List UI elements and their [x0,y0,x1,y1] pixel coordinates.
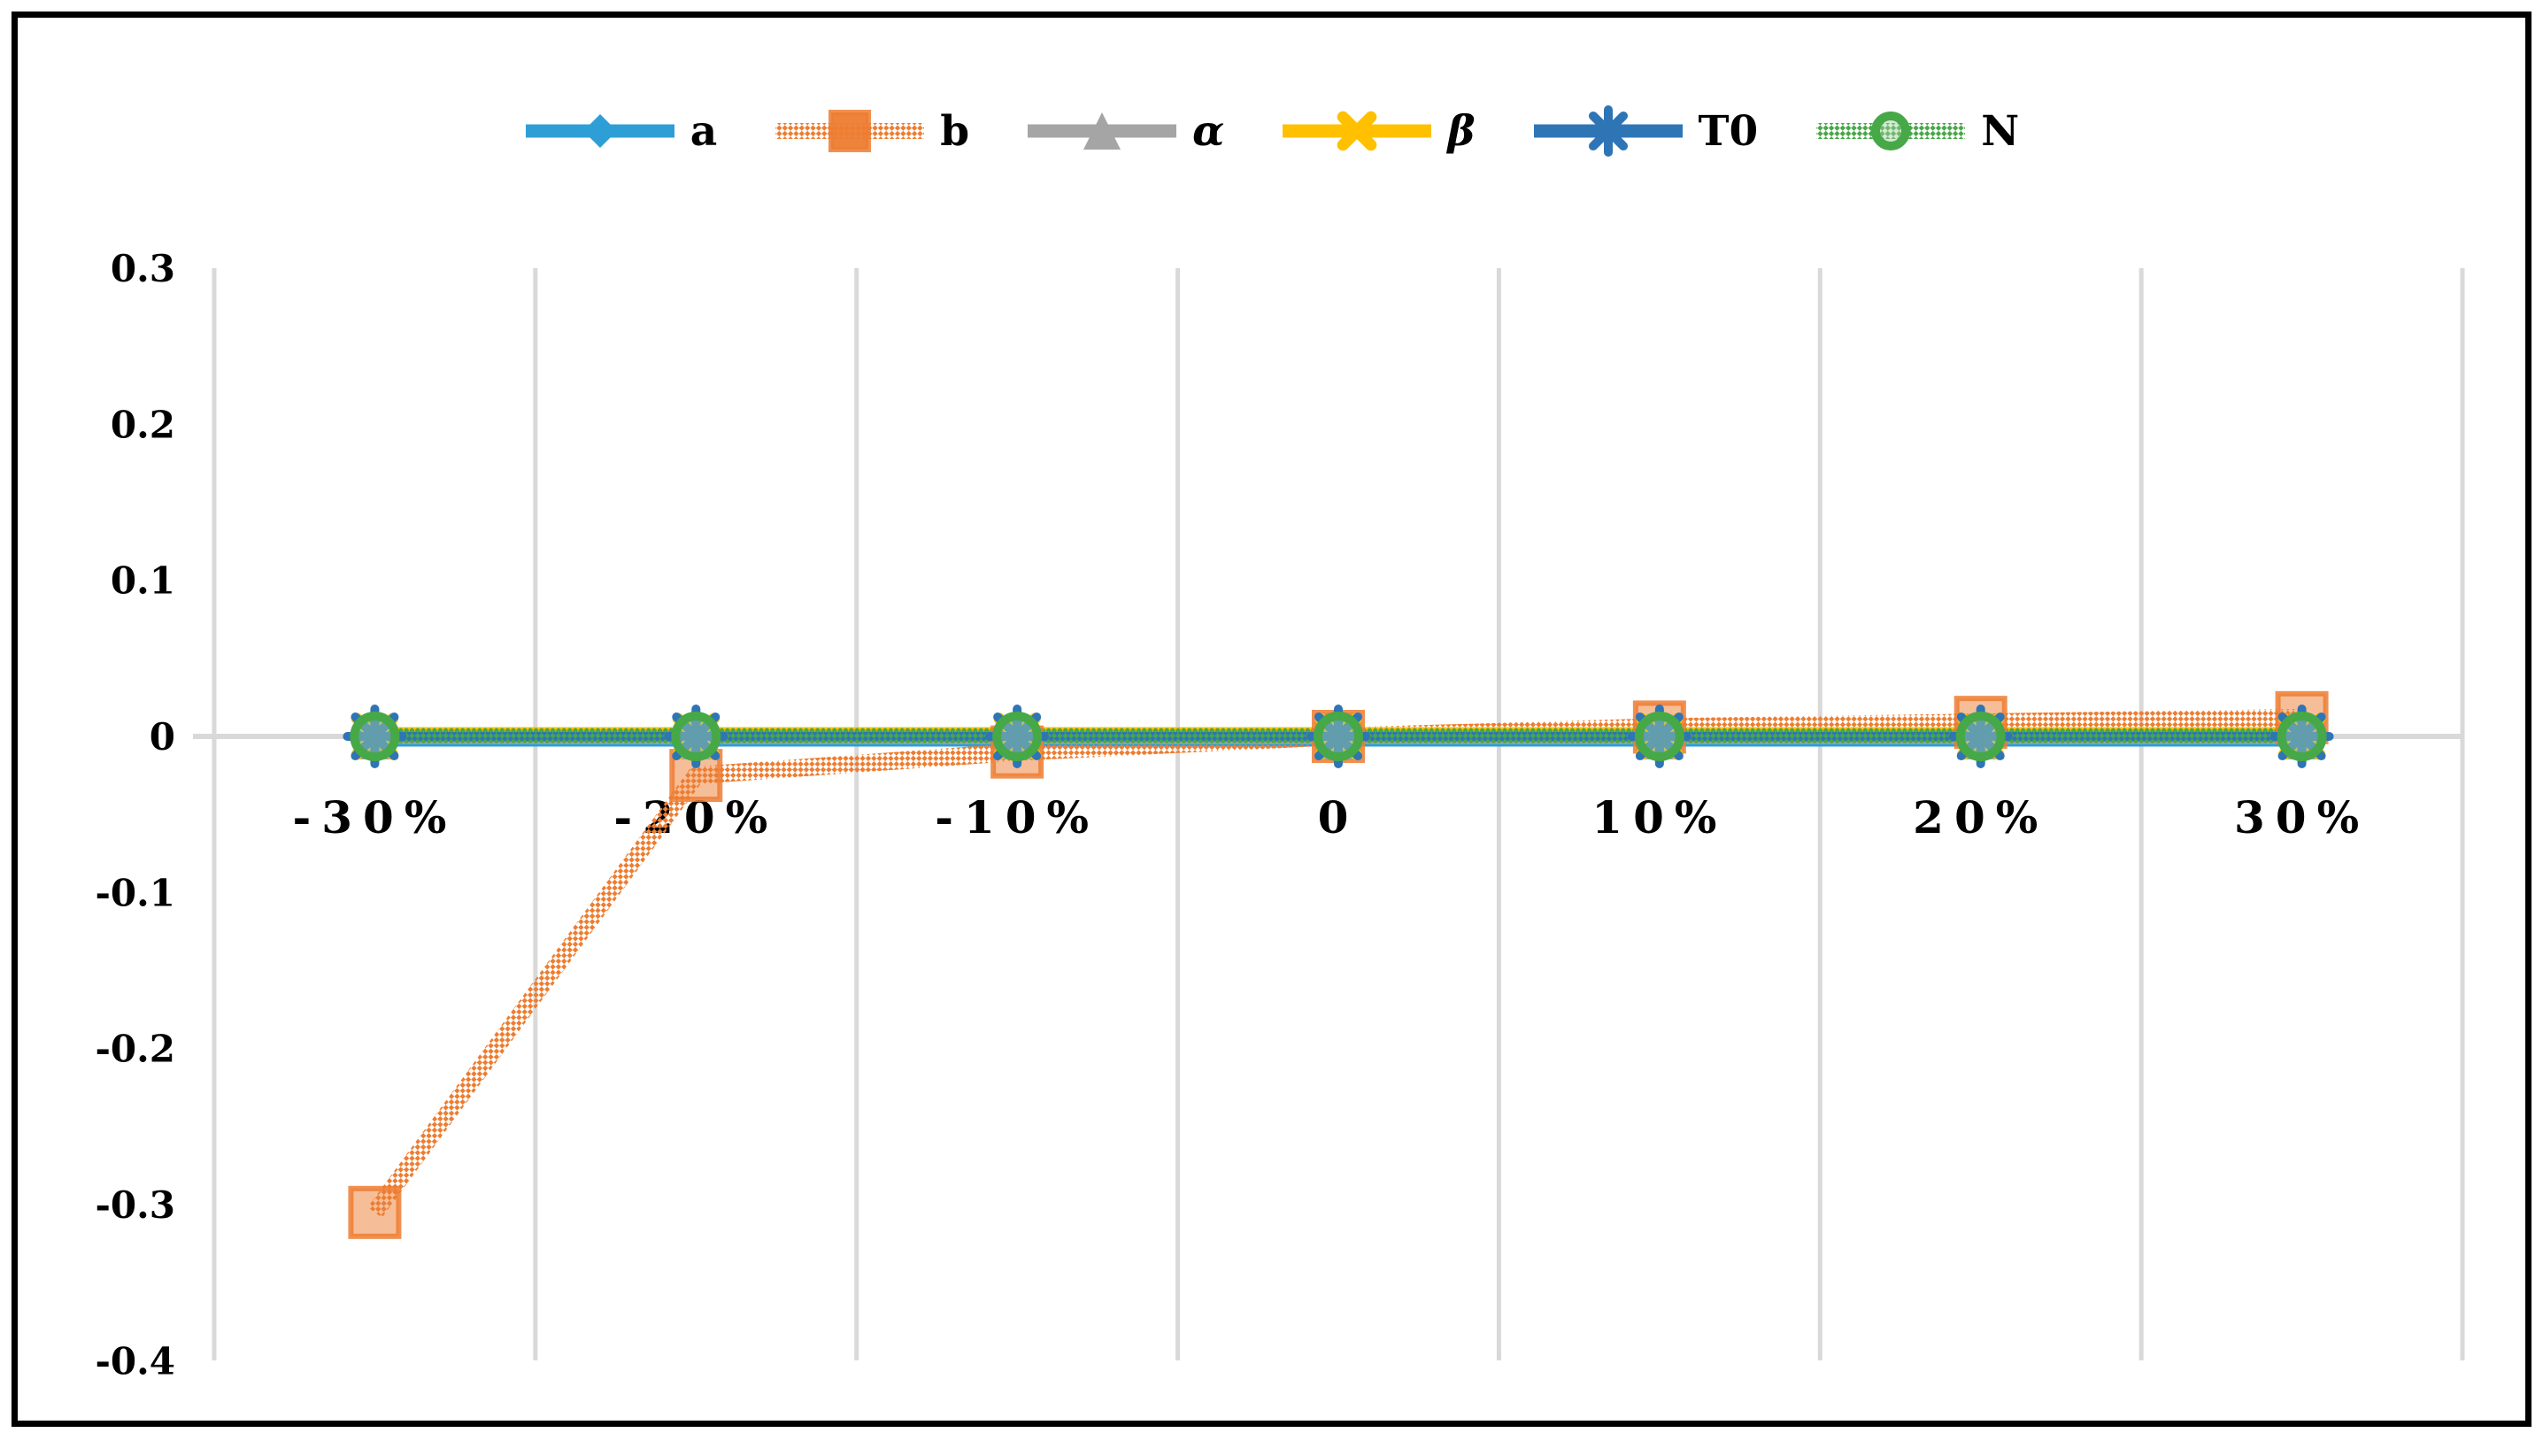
legend-item-T0: T0 [1532,103,1759,159]
y-tick-label: 0.2 [111,403,175,446]
y-tick-label: 0 [150,715,175,759]
legend-swatch-b [775,110,925,152]
vertical-gridlines [212,268,2465,1360]
chart-frame: 0.3 0.2 0.1 0 -0.1 -0.2 -0.3 -0.4 -30% -20% -10% 0 1… [12,12,2531,1427]
legend-label-T0: T0 [1698,106,1759,156]
marker-diamond [582,114,617,148]
series-markers [343,690,2334,1239]
y-tick-label: -0.3 [95,1183,175,1227]
marker-triangle [1083,112,1121,150]
y-axis-tick-labels: 0.3 0.2 0.1 0 -0.1 -0.2 -0.3 -0.4 [95,247,175,1383]
y-tick-label: 0.3 [111,247,175,290]
legend: a b α β T0 N [18,96,2525,166]
y-tick-label: -0.1 [95,871,175,914]
x-tick-label: 10% [1591,791,1727,844]
marker-circle [2277,712,2327,761]
marker-square [348,1185,402,1239]
y-tick-label: 0.1 [111,559,175,603]
legend-item-beta: β [1281,103,1476,159]
marker-circle [1955,712,2006,761]
legend-item-N: N [1815,103,2019,159]
marker-x [1337,111,1377,151]
marker-circle [350,712,400,761]
x-tick-label: -30% [293,791,458,844]
legend-label-b: b [940,106,970,156]
x-tick-label: 20% [1913,791,2048,844]
y-tick-label: -0.2 [95,1028,175,1071]
legend-swatch-beta [1283,111,1432,151]
legend-swatch-alpha [1028,112,1177,150]
legend-item-alpha: α [1026,103,1224,159]
marker-circle [1871,112,1911,150]
legend-swatch-a [525,114,674,148]
marker-circle [992,712,1043,761]
x-tick-label: 0 [1318,791,1360,844]
marker-asterisk [1582,105,1634,157]
legend-label-alpha: α [1192,106,1225,156]
plot-area: 0.30.20.10-0.1-0.2-0.3-0.4-30% -20% -10% 0 1… [95,247,2465,1383]
marker-circle [1314,712,1363,761]
legend-swatch-T0 [1533,105,1683,157]
legend-label-beta: β [1447,106,1476,156]
marker-square [828,110,872,152]
legend-swatch-N [1816,112,1966,150]
y-tick-label: -0.4 [95,1339,175,1383]
x-tick-label: 30% [2234,791,2370,844]
x-axis-tick-labels: -30% -20% -10% 0 10% 20% 30% [293,791,2370,844]
marker-circle [671,712,721,761]
legend-item-b: b [774,103,969,159]
marker-circle [1634,712,1684,761]
legend-label-a: a [690,106,718,156]
legend-label-N: N [1981,106,2020,156]
legend-item-a: a [524,103,717,159]
x-tick-label: -10% [935,791,1099,844]
